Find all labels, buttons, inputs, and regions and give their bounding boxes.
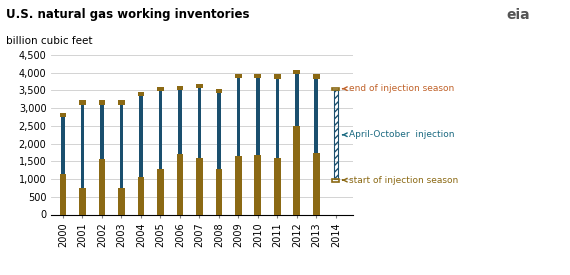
Bar (177, 86, 184, 90)
Bar (99, 159, 105, 214)
Text: billion cubic feet: billion cubic feet (6, 36, 92, 46)
Bar (157, 87, 164, 91)
Bar (254, 155, 261, 214)
Bar (80, 104, 84, 188)
Bar (120, 104, 123, 188)
Text: end of injection season: end of injection season (343, 84, 454, 93)
Bar (294, 70, 300, 74)
Bar (254, 74, 261, 78)
Bar (137, 92, 144, 96)
Bar (198, 88, 201, 158)
Bar (235, 74, 242, 78)
Text: U.S. natural gas working inventories: U.S. natural gas working inventories (6, 8, 249, 21)
Bar (79, 100, 86, 104)
Bar (256, 78, 260, 155)
Bar (274, 75, 281, 79)
Bar (139, 96, 143, 177)
Bar (315, 79, 318, 153)
Bar (237, 78, 241, 156)
Bar (215, 89, 222, 93)
Bar (332, 179, 339, 182)
Bar (61, 117, 65, 174)
Text: April-October  injection: April-October injection (343, 130, 454, 139)
Bar (215, 169, 222, 214)
Bar (235, 156, 242, 214)
Bar (79, 188, 86, 214)
Bar (60, 113, 66, 117)
Bar (313, 153, 320, 214)
Bar (157, 169, 164, 214)
Bar (137, 177, 144, 214)
Bar (274, 158, 281, 214)
Bar (118, 188, 125, 214)
Bar (294, 126, 300, 214)
Text: eia: eia (507, 8, 530, 22)
Text: start of injection season: start of injection season (343, 176, 458, 185)
Bar (60, 174, 66, 214)
Bar (178, 90, 182, 154)
Bar (177, 154, 184, 214)
Bar (275, 79, 279, 158)
Bar (196, 84, 203, 88)
Bar (158, 91, 162, 169)
Bar (313, 75, 320, 79)
Bar (196, 158, 203, 214)
Bar (217, 93, 221, 169)
Bar (100, 104, 104, 159)
Bar (118, 100, 125, 104)
Bar (334, 90, 338, 179)
Bar (99, 100, 105, 104)
Bar (332, 88, 339, 90)
Bar (295, 74, 299, 126)
